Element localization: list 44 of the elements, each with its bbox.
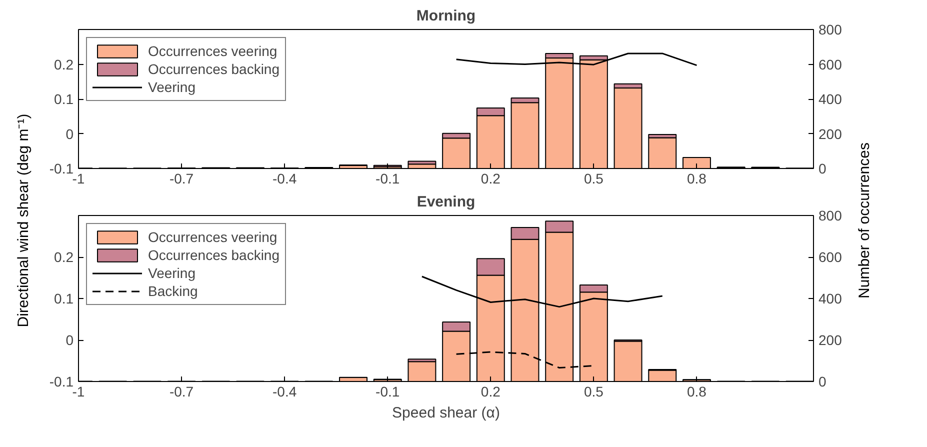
- y2-tick-label: 0: [818, 160, 826, 176]
- y2-axis-title: Number of occurrences: [856, 142, 873, 298]
- legend-label: Veering: [148, 79, 196, 95]
- x-tick-label: -0.1: [376, 384, 400, 400]
- chart-title: Evening: [416, 194, 476, 210]
- x-tick-label: 0.8: [686, 384, 707, 400]
- legend-label: Veering: [148, 265, 196, 281]
- y2-tick-label: 400: [818, 290, 842, 306]
- legend-label: Occurrences backing: [148, 61, 280, 77]
- x-tick-label: 0.2: [480, 384, 501, 400]
- x-tick-label: 0.5: [584, 384, 604, 400]
- x-tick-label: -0.4: [272, 384, 297, 400]
- x-tick-label: -1: [72, 170, 85, 186]
- x-tick-label: 0.5: [584, 170, 604, 186]
- y2-tick-label: 200: [818, 126, 842, 142]
- legend-label: Occurrences backing: [148, 247, 280, 263]
- x-tick-label: -1: [72, 384, 85, 400]
- y-tick-label: 0.2: [54, 56, 74, 72]
- y-tick-label: 0.1: [54, 290, 74, 306]
- x-axis-title: Speed shear (α): [392, 404, 500, 422]
- y-axis-title: Directional wind shear (deg m⁻¹): [15, 114, 32, 328]
- y2-tick-label: 600: [818, 56, 842, 72]
- y-tick-label: 0: [66, 332, 74, 348]
- chart-title: Morning: [416, 8, 476, 24]
- y2-tick-label: 400: [818, 91, 842, 107]
- y-tick-label: 0.1: [54, 91, 74, 107]
- legend-label: Occurrences veering: [148, 43, 278, 59]
- x-tick-label: -0.1: [376, 170, 400, 186]
- x-tick-label: 0.2: [480, 170, 501, 186]
- legend-label: Occurrences veering: [148, 229, 278, 245]
- x-tick-label: -0.7: [169, 384, 194, 400]
- legend-label: Backing: [148, 283, 198, 299]
- y2-tick-label: 800: [818, 208, 842, 224]
- x-tick-label: -0.7: [169, 170, 194, 186]
- y2-tick-label: 200: [818, 332, 842, 348]
- y2-tick-label: 0: [818, 374, 826, 390]
- x-tick-label: 0.8: [686, 170, 707, 186]
- x-tick-label: -0.4: [272, 170, 297, 186]
- y-tick-label: -0.1: [49, 160, 74, 176]
- y-tick-label: -0.1: [49, 374, 74, 390]
- y-tick-label: 0: [66, 126, 74, 142]
- y2-tick-label: 800: [818, 22, 842, 38]
- y-tick-label: 0.2: [54, 249, 74, 265]
- y2-tick-label: 600: [818, 249, 842, 265]
